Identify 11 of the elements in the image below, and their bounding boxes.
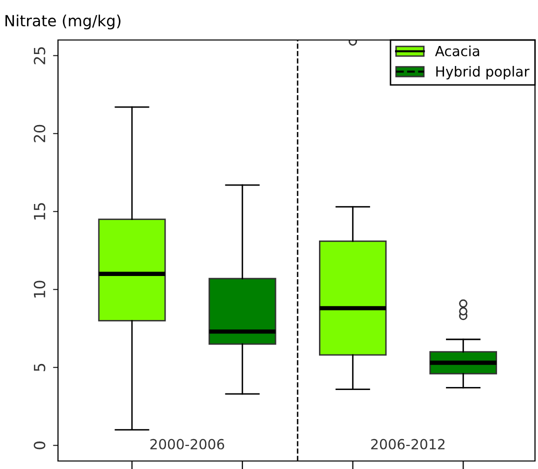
x-tick-label: 2006-2012 xyxy=(371,438,444,450)
y-tick-label: 10 xyxy=(34,280,46,298)
y-axis-title: Nitrate (mg/kg) xyxy=(6,14,120,30)
y-tick-label: 5 xyxy=(34,364,46,372)
legend-label: Acacia xyxy=(435,46,480,56)
y-tick-label: 0 xyxy=(34,442,46,450)
y-tick-label: 15 xyxy=(34,203,46,220)
legend-label: Hybrid poplar xyxy=(436,66,530,80)
x-tick-label: 2000-2006 xyxy=(150,438,224,450)
y-tick-label: 20 xyxy=(34,124,46,142)
y-tick-label: 25 xyxy=(34,47,46,64)
